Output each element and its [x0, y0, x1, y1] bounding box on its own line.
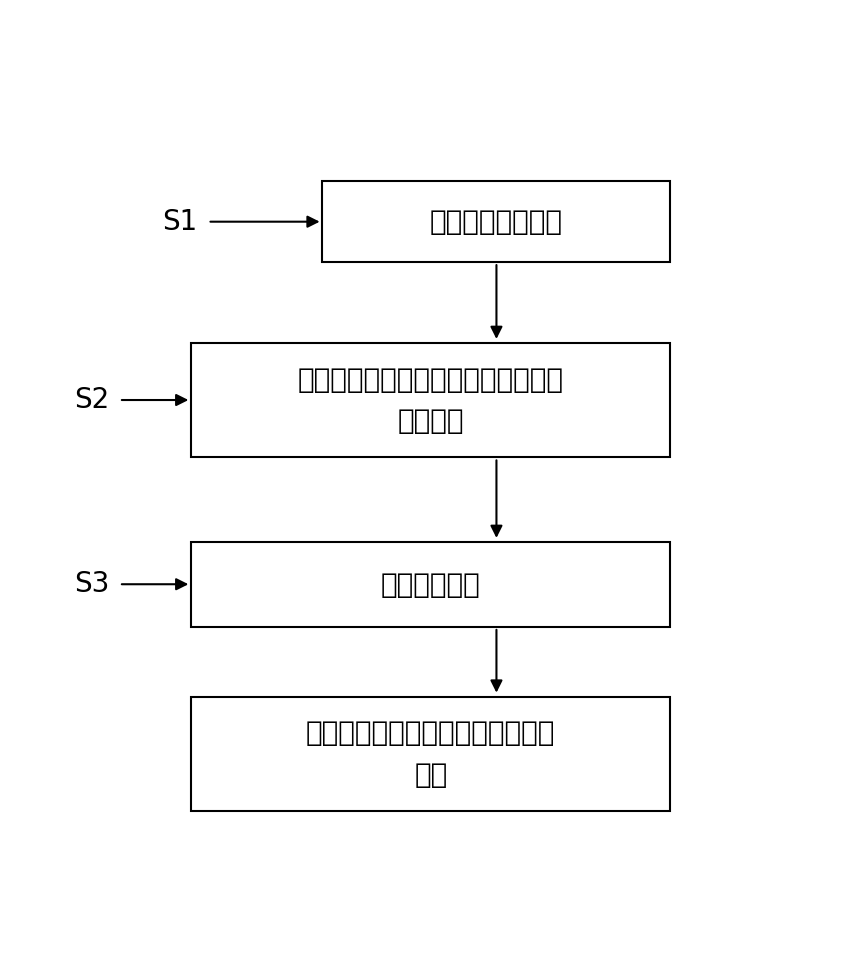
Text: 注入扰动电流信号: 注入扰动电流信号	[430, 208, 563, 235]
FancyBboxPatch shape	[191, 543, 671, 627]
Text: 计算线路阻抗: 计算线路阻抗	[381, 570, 481, 599]
Text: S1: S1	[163, 208, 198, 235]
Text: 测量注入扰动电流后输入的电压和输
入的电流: 测量注入扰动电流后输入的电压和输 入的电流	[298, 366, 564, 435]
Text: 利用计算的线路阻抗值修正下垂电
阻值: 利用计算的线路阻抗值修正下垂电 阻值	[306, 720, 556, 789]
FancyBboxPatch shape	[323, 181, 671, 262]
FancyBboxPatch shape	[191, 697, 671, 812]
FancyBboxPatch shape	[191, 344, 671, 457]
Text: S3: S3	[74, 570, 109, 598]
Text: S2: S2	[74, 386, 109, 414]
